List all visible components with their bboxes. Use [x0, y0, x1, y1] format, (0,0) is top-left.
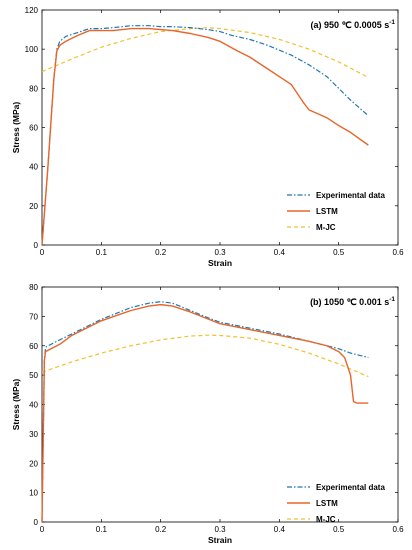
x-tick-label: 0.5: [333, 248, 345, 257]
y-tick-label: 50: [29, 371, 38, 380]
legend-label: Experimental data: [316, 191, 385, 200]
x-tick-label: 0.6: [392, 248, 404, 257]
y-tick-label: 70: [29, 312, 38, 321]
y-tick-label: 10: [29, 489, 38, 498]
y-tick-label: 20: [29, 459, 38, 468]
y-axis-label: Stress (MPa): [11, 379, 21, 431]
panel-title: (b) 1050 ℃ 0.001 s-1: [310, 296, 395, 307]
x-tick-label: 0: [40, 248, 45, 257]
x-tick-label: 0.1: [96, 525, 108, 534]
y-tick-label: 0: [34, 518, 39, 527]
legend-label: Experimental data: [316, 483, 385, 492]
y-tick-label: 20: [29, 202, 38, 211]
y-tick-label: 0: [34, 241, 39, 250]
y-tick-label: 100: [25, 45, 39, 54]
x-tick-label: 0.6: [392, 525, 404, 534]
panel-b: 0 0.1 0.2 0.3 0.4 0.5 0.6 0 10 20 30 40 50 60 70 80 Stra…: [11, 283, 404, 545]
series-line-lstm: [41, 303, 369, 523]
y-tick-label: 40: [29, 401, 38, 410]
y-tick-label: 30: [29, 430, 38, 439]
x-tick-label: 0.3: [214, 525, 226, 534]
x-tick-label: 0.4: [274, 525, 286, 534]
x-tick-label: 0: [40, 525, 45, 534]
x-tick-label: 0.3: [214, 248, 226, 257]
series-line-lstm: [41, 27, 369, 246]
x-tick-label: 0.2: [155, 525, 167, 534]
series-line-m-jc: [41, 27, 369, 79]
x-tick-label: 0.5: [333, 525, 345, 534]
plot-frame: [41, 9, 399, 246]
x-axis-label: Strain: [208, 535, 232, 545]
series-line-m-jc: [41, 334, 369, 378]
y-tick-label: 120: [25, 6, 39, 15]
x-tick-label: 0.4: [274, 248, 286, 257]
x-tick-label: 0.1: [96, 248, 108, 257]
y-axis-label: Stress (MPa): [11, 102, 21, 154]
y-tick-label: 60: [29, 342, 38, 351]
legend-label: M-JC: [316, 515, 336, 524]
legend-label: LSTM: [316, 499, 338, 508]
y-tick-label: 40: [29, 163, 38, 172]
x-tick-label: 0.2: [155, 248, 167, 257]
legend-label: M-JC: [316, 223, 336, 232]
y-tick-label: 80: [29, 84, 38, 93]
panel-title: (a) 950 ℃ 0.0005 s-1: [311, 19, 396, 30]
series-line-experimental-data: [41, 25, 369, 246]
y-tick-label: 80: [29, 283, 38, 292]
legend-label: LSTM: [316, 207, 338, 216]
x-axis-label: Strain: [208, 258, 232, 268]
y-tick-label: 60: [29, 124, 38, 133]
panel-a: 0 0.1 0.2 0.3 0.4 0.5 0.6 0 20 40 60 80 100 120 Strain…: [11, 6, 404, 268]
